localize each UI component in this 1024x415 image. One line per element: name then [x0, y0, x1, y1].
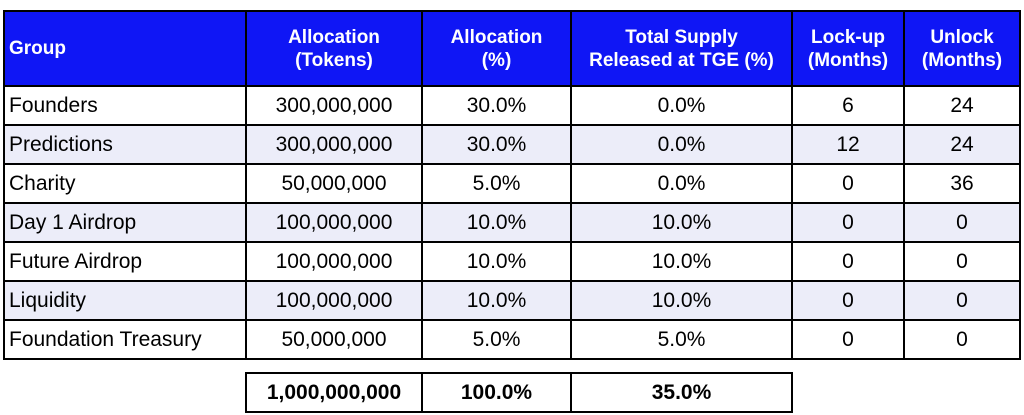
- cell-tge: 10.0%: [570, 280, 793, 321]
- cell-tge: 10.0%: [570, 241, 793, 282]
- cell-tokens: 50,000,000: [245, 163, 423, 204]
- cell-tokens: 300,000,000: [245, 85, 423, 126]
- cell-tokens: 100,000,000: [245, 241, 423, 282]
- total-tokens: 1,000,000,000: [245, 372, 423, 413]
- total-tge: 35.0%: [570, 372, 793, 413]
- cell-unlock: 0: [903, 202, 1021, 243]
- cell-tge: 0.0%: [570, 124, 793, 165]
- table-row: Charity 50,000,000 5.0% 0.0% 0 36: [3, 163, 1021, 204]
- cell-tokens: 300,000,000: [245, 124, 423, 165]
- cell-lockup: 0: [791, 280, 905, 321]
- cell-tge: 10.0%: [570, 202, 793, 243]
- header-total-supply-tge: Total Supply Released at TGE (%): [570, 10, 793, 87]
- cell-group: Charity: [3, 163, 247, 204]
- header-lockup-months: Lock-up (Months): [791, 10, 905, 87]
- table-row: Day 1 Airdrop 100,000,000 10.0% 10.0% 0 …: [3, 202, 1021, 243]
- cell-lockup: 0: [791, 241, 905, 282]
- cell-group: Liquidity: [3, 280, 247, 321]
- cell-unlock: 0: [903, 319, 1021, 360]
- cell-tokens: 50,000,000: [245, 319, 423, 360]
- cell-group: Day 1 Airdrop: [3, 202, 247, 243]
- cell-unlock: 36: [903, 163, 1021, 204]
- cell-percent: 30.0%: [421, 85, 572, 126]
- header-group: Group: [3, 10, 247, 87]
- cell-unlock: 0: [903, 280, 1021, 321]
- cell-group: Foundation Treasury: [3, 319, 247, 360]
- cell-unlock: 0: [903, 241, 1021, 282]
- table-header-row: Group Allocation (Tokens) Allocation (%) T…: [3, 10, 1021, 87]
- cell-percent: 10.0%: [421, 241, 572, 282]
- totals-row-table: 1,000,000,000 100.0% 35.0%: [245, 372, 793, 413]
- header-allocation-percent: Allocation (%): [421, 10, 572, 87]
- cell-lockup: 0: [791, 319, 905, 360]
- cell-unlock: 24: [903, 124, 1021, 165]
- cell-group: Predictions: [3, 124, 247, 165]
- cell-percent: 10.0%: [421, 280, 572, 321]
- cell-tge: 5.0%: [570, 319, 793, 360]
- table-row: Future Airdrop 100,000,000 10.0% 10.0% 0…: [3, 241, 1021, 282]
- cell-group: Founders: [3, 85, 247, 126]
- total-percent: 100.0%: [421, 372, 572, 413]
- cell-tge: 0.0%: [570, 163, 793, 204]
- cell-lockup: 6: [791, 85, 905, 126]
- token-allocation-table: Group Allocation (Tokens) Allocation (%) T…: [3, 10, 1021, 360]
- cell-tge: 0.0%: [570, 85, 793, 126]
- cell-group: Future Airdrop: [3, 241, 247, 282]
- cell-lockup: 12: [791, 124, 905, 165]
- cell-percent: 10.0%: [421, 202, 572, 243]
- cell-tokens: 100,000,000: [245, 280, 423, 321]
- cell-lockup: 0: [791, 202, 905, 243]
- table-row: Founders 300,000,000 30.0% 0.0% 6 24: [3, 85, 1021, 126]
- cell-tokens: 100,000,000: [245, 202, 423, 243]
- totals-row: 1,000,000,000 100.0% 35.0%: [245, 372, 793, 413]
- table-row: Foundation Treasury 50,000,000 5.0% 5.0%…: [3, 319, 1021, 360]
- header-allocation-tokens: Allocation (Tokens): [245, 10, 423, 87]
- cell-percent: 30.0%: [421, 124, 572, 165]
- table-row: Liquidity 100,000,000 10.0% 10.0% 0 0: [3, 280, 1021, 321]
- table-row: Predictions 300,000,000 30.0% 0.0% 12 24: [3, 124, 1021, 165]
- cell-lockup: 0: [791, 163, 905, 204]
- header-unlock-months: Unlock (Months): [903, 10, 1021, 87]
- cell-percent: 5.0%: [421, 163, 572, 204]
- cell-unlock: 24: [903, 85, 1021, 126]
- cell-percent: 5.0%: [421, 319, 572, 360]
